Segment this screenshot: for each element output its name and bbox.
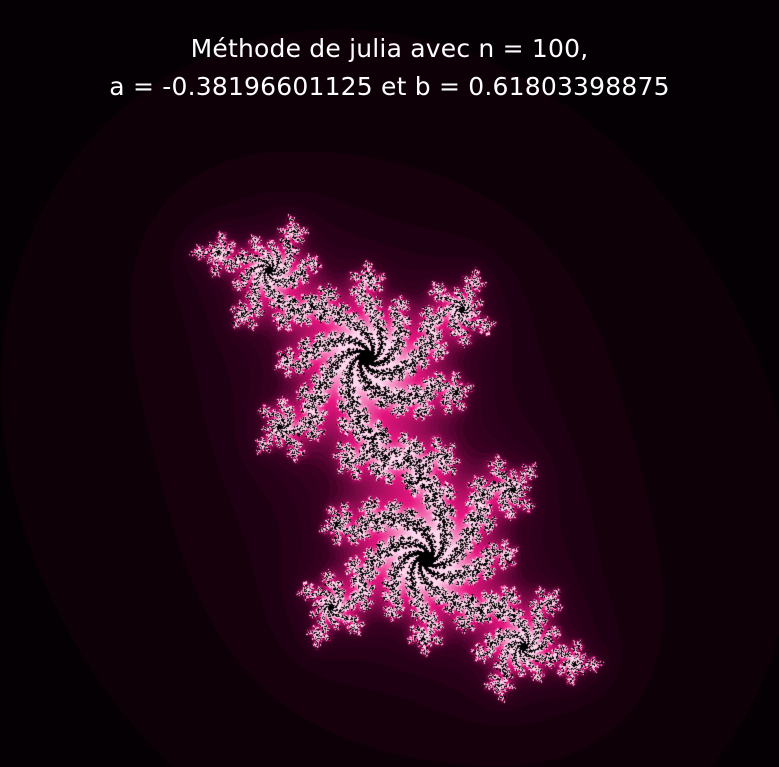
plot-title: Méthode de julia avec n = 100, a = -0.38…	[0, 30, 779, 106]
plot-title-line-1: Méthode de julia avec n = 100,	[190, 34, 589, 63]
plot-title-line-2: a = -0.38196601125 et b = 0.61803398875	[109, 72, 670, 101]
